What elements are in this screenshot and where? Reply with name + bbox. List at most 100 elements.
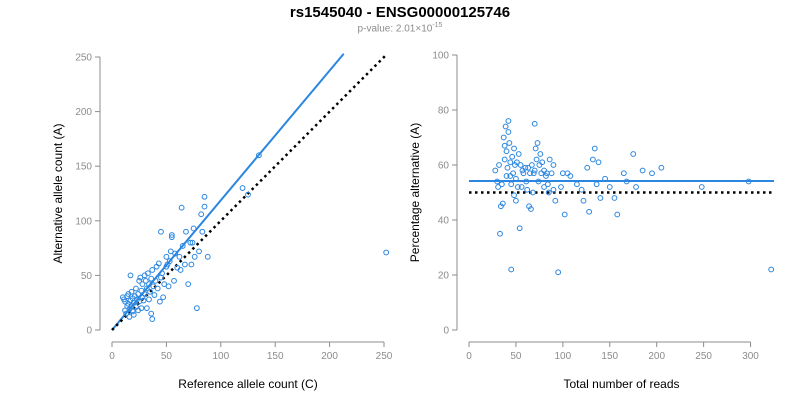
right-y-tick-label: 80: [438, 106, 450, 117]
right-data-point: [578, 186, 585, 193]
right-data-point: [574, 181, 580, 188]
left-data-point: [154, 285, 161, 292]
right-data-point: [567, 173, 574, 179]
right-data-point: [503, 148, 510, 155]
right-data-point: [513, 159, 520, 166]
right-data-point: [536, 162, 543, 168]
left-data-point: [245, 191, 251, 198]
right-data-point: [523, 178, 530, 185]
left-data-point: [150, 283, 157, 290]
left-y-tick-label: 0: [86, 326, 92, 337]
right-data-point: [584, 164, 591, 171]
left-data-point: [179, 243, 186, 249]
left-data-point: [178, 204, 185, 211]
chart-subtitle: p-value: 2.01×10-15: [0, 22, 800, 34]
right-data-point: [501, 142, 508, 149]
left-data-point: [136, 277, 143, 284]
right-data-point: [527, 170, 533, 177]
left-data-point: [188, 261, 195, 268]
left-data-point: [196, 248, 202, 255]
right-data-point: [593, 181, 600, 188]
right-data-point: [501, 156, 508, 163]
right-data-point: [595, 159, 602, 166]
left-data-point: [160, 294, 167, 301]
left-data-point: [201, 203, 208, 210]
right-data-point: [525, 164, 532, 171]
left-data-point: [189, 239, 196, 246]
left-data-point: [156, 298, 163, 305]
right-data-point: [658, 164, 665, 171]
left-data-point: [161, 281, 168, 288]
left-data-point: [147, 288, 153, 295]
right-data-point: [745, 178, 752, 185]
right-data-point: [614, 211, 621, 218]
right-data-point: [496, 162, 502, 168]
right-data-point: [513, 175, 519, 182]
right-data-point: [511, 145, 517, 152]
left-data-point: [176, 253, 183, 260]
left-reference-line: [111, 52, 389, 331]
left-y-tick-label: 150: [75, 162, 92, 173]
left-data-point: [172, 250, 179, 257]
right-data-point: [611, 195, 618, 201]
right-data-point: [544, 181, 551, 188]
right-data-point: [509, 153, 516, 160]
right-data-point: [522, 164, 529, 171]
right-data-point: [602, 175, 608, 182]
p-value-text: p-value: 2.01×10: [357, 23, 433, 35]
right-data-point: [528, 162, 535, 168]
left-data-point: [130, 311, 137, 318]
right-x-tick-label: 300: [742, 351, 759, 362]
left-data-point: [152, 277, 159, 284]
right-data-point: [506, 140, 513, 146]
left-data-point: [198, 211, 205, 218]
left-data-point: [141, 291, 148, 297]
left-data-point: [166, 258, 173, 265]
right-data-point: [498, 181, 505, 188]
right-data-point: [515, 151, 522, 157]
right-data-point: [633, 184, 639, 190]
right-data-point: [499, 200, 506, 207]
left-data-point: [139, 281, 146, 288]
right-data-point: [508, 266, 515, 273]
left-y-axis-title: Alternative allele count (A): [51, 123, 65, 263]
left-y-tick-label: 100: [75, 216, 92, 227]
right-data-point: [548, 170, 555, 177]
left-data-point: [183, 228, 189, 235]
left-data-point: [177, 267, 184, 273]
left-x-tick-label: 150: [267, 351, 284, 362]
left-x-tick-label: 100: [212, 351, 229, 362]
left-data-point: [140, 297, 147, 304]
left-data-point: [187, 239, 194, 246]
left-data-point: [171, 277, 177, 284]
right-data-point: [546, 156, 553, 163]
left-data-point: [143, 285, 150, 292]
left-x-tick-label: 0: [109, 351, 115, 362]
right-data-point: [698, 184, 705, 190]
right-x-tick-label: 0: [466, 351, 472, 362]
left-x-tick-label: 250: [376, 351, 393, 362]
left-data-point: [199, 228, 206, 235]
right-data-point: [531, 167, 538, 174]
left-data-point: [151, 292, 158, 298]
left-data-point: [129, 308, 136, 315]
left-data-point: [145, 270, 151, 277]
left-data-point: [383, 249, 390, 256]
right-data-point: [623, 178, 630, 185]
left-data-point: [181, 261, 188, 268]
right-data-point: [517, 162, 524, 168]
right-data-point: [529, 189, 536, 196]
left-data-point: [155, 260, 162, 267]
right-data-point: [524, 186, 531, 193]
left-data-point: [138, 287, 145, 294]
right-data-point: [639, 167, 646, 174]
left-data-point: [191, 253, 198, 260]
right-data-point: [591, 145, 598, 152]
right-x-tick-label: 250: [695, 351, 712, 362]
p-value-exponent: -15: [432, 22, 443, 29]
right-data-point: [494, 178, 501, 185]
left-data-point: [193, 305, 200, 312]
right-data-point: [561, 211, 568, 218]
left-data-point: [123, 310, 130, 317]
right-data-point: [586, 208, 593, 215]
